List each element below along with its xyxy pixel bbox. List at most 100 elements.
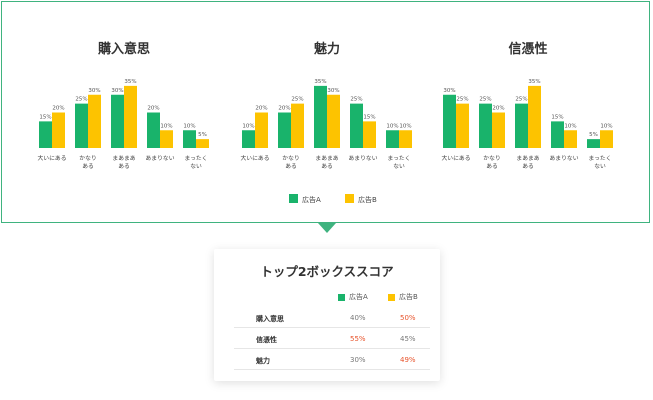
data-label: 30% — [327, 88, 339, 94]
category-label: ある — [285, 163, 297, 170]
bar — [39, 121, 52, 148]
score-value-b: 50% — [400, 314, 416, 322]
bar — [111, 94, 124, 148]
category-label: ある — [82, 163, 94, 170]
chart-title: 魅力 — [314, 41, 340, 57]
data-label: 30% — [88, 88, 100, 94]
score-row: 魅力 30% 49% — [234, 351, 430, 370]
bar — [528, 85, 541, 148]
category-label: ある — [118, 163, 130, 170]
data-label: 10% — [600, 123, 612, 129]
bar — [278, 112, 291, 148]
bar — [587, 139, 600, 148]
swatch-a-icon — [338, 293, 345, 301]
bar — [551, 121, 564, 148]
bar — [255, 112, 268, 148]
data-label: 35% — [314, 79, 326, 85]
bar — [242, 130, 255, 148]
bar — [564, 130, 577, 148]
bar — [350, 103, 363, 148]
swatch-b-icon — [388, 293, 395, 301]
data-label: 20% — [147, 106, 159, 112]
bar — [314, 85, 327, 148]
score-row-label: 購入意思 — [256, 315, 284, 323]
category-label: ない — [190, 163, 202, 170]
bar — [75, 103, 88, 148]
category-label: 大いにある — [442, 154, 471, 162]
bar — [479, 103, 492, 148]
category-label: 大いにある — [38, 154, 67, 162]
score-value-a: 30% — [350, 356, 366, 364]
data-label: 25% — [350, 97, 362, 103]
data-label: 15% — [39, 114, 51, 120]
data-label: 35% — [124, 79, 136, 85]
data-label: 10% — [564, 123, 576, 129]
category-label: ある — [486, 163, 498, 170]
pointer-arrow — [318, 223, 336, 233]
score-row: 信憑性 55% 45% — [234, 330, 430, 349]
category-label: あまりない — [146, 155, 175, 162]
data-label: 20% — [52, 106, 64, 112]
top2-score-card: トップ2ボックススコア 広告A 広告B 購入意思 40% 50% 信憑性 55% 45% 魅… — [214, 249, 440, 381]
bar — [183, 130, 196, 148]
score-value-b: 45% — [400, 335, 416, 343]
score-value-a: 55% — [350, 335, 366, 343]
bar — [160, 130, 173, 148]
legend-swatch-a — [289, 194, 298, 203]
bar — [291, 103, 304, 148]
data-label: 20% — [278, 106, 290, 112]
category-label: 大いにある — [241, 154, 270, 162]
category-label: ない — [393, 163, 405, 170]
data-label: 15% — [551, 114, 563, 120]
category-label: まったく — [388, 155, 411, 162]
score-row-label: 信憑性 — [256, 336, 277, 344]
bar-charts: 購入意思15%20%大いにある25%30%かなりある30%35%まあまあある20… — [38, 41, 613, 204]
score-value-a: 40% — [350, 314, 366, 322]
category-label: かなり — [483, 155, 500, 162]
bar — [124, 85, 137, 148]
data-label: 20% — [492, 106, 504, 112]
header-ad-b: 広告B — [388, 292, 418, 302]
category-label: まったく — [589, 155, 612, 162]
data-label: 25% — [479, 97, 491, 103]
bar — [327, 94, 340, 148]
header-ad-a: 広告A — [338, 292, 368, 302]
bar — [600, 130, 613, 148]
score-value-b: 49% — [400, 356, 416, 364]
category-label: まあまあ — [112, 155, 135, 162]
data-label: 25% — [456, 97, 468, 103]
bar — [399, 130, 412, 148]
category-label: まあまあ — [315, 155, 338, 162]
data-label: 30% — [111, 88, 123, 94]
score-title: トップ2ボックススコア — [260, 264, 394, 279]
legend-label-a: 広告A — [302, 195, 321, 204]
data-label: 10% — [242, 123, 254, 129]
header-ad-b-label: 広告B — [399, 293, 418, 301]
category-label: かなり — [79, 155, 96, 162]
chart-title: 購入意思 — [97, 41, 150, 57]
bar — [515, 103, 528, 148]
data-label: 10% — [160, 123, 172, 129]
bar — [363, 121, 376, 148]
category-label: ある — [522, 163, 534, 170]
category-label: ない — [594, 163, 606, 170]
data-label: 25% — [515, 97, 527, 103]
category-label: まあまあ — [516, 155, 539, 162]
category-label: ある — [321, 163, 333, 170]
bar — [147, 112, 160, 148]
legend-label-b: 広告B — [358, 195, 377, 204]
category-label: かなり — [282, 155, 299, 162]
chart-title: 信憑性 — [508, 41, 547, 57]
category-label: まったく — [185, 155, 208, 162]
category-label: あまりない — [349, 155, 378, 162]
bar — [492, 112, 505, 148]
data-label: 35% — [528, 79, 540, 85]
score-row-label: 魅力 — [256, 357, 270, 365]
data-label: 10% — [386, 123, 398, 129]
score-row: 購入意思 40% 50% — [234, 309, 430, 328]
category-label: あまりない — [550, 155, 579, 162]
data-label: 15% — [363, 114, 375, 120]
bar — [443, 94, 456, 148]
bar — [88, 94, 101, 148]
chart-panel: 購入意思 15% 20% 大いにある 25% 30% かなり ある 30% 35% まあまあ ある 20… — [1, 1, 650, 223]
